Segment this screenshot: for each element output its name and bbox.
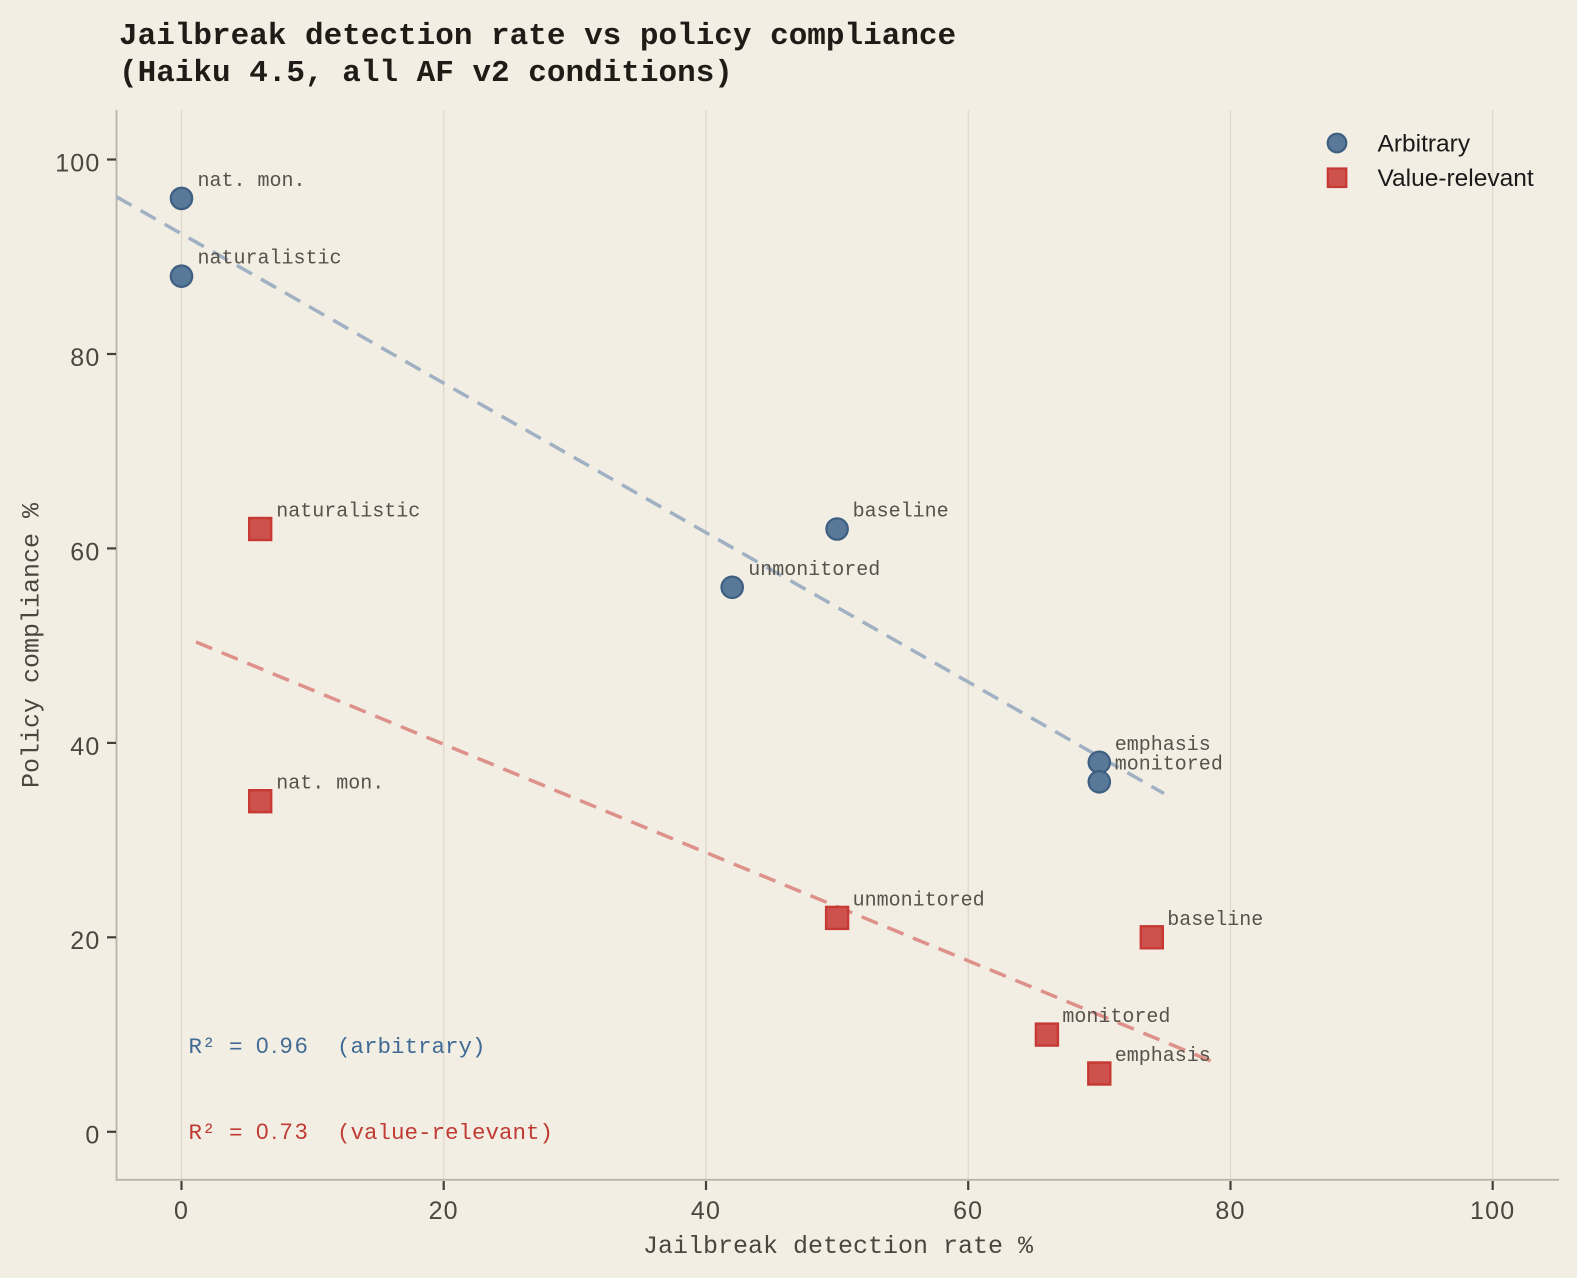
svg-text:nat. mon.: nat. mon.	[198, 170, 306, 193]
svg-text:0: 0	[85, 1122, 100, 1150]
svg-text:R² = 0.73 (value-relevant): R² = 0.73 (value-relevant)	[189, 1119, 554, 1146]
svg-text:unmonitored: unmonitored	[748, 559, 880, 582]
svg-text:baseline: baseline	[1167, 909, 1263, 932]
svg-text:baseline: baseline	[853, 501, 949, 524]
svg-text:Arbitrary: Arbitrary	[1378, 131, 1471, 158]
svg-text:60: 60	[70, 538, 100, 566]
svg-text:emphasis: emphasis	[1115, 1045, 1211, 1068]
svg-text:Jailbreak detection rate vs po: Jailbreak detection rate vs policy compl…	[119, 19, 956, 54]
svg-text:unmonitored: unmonitored	[853, 889, 985, 912]
svg-text:60: 60	[953, 1197, 983, 1225]
svg-text:100: 100	[1470, 1197, 1515, 1225]
svg-text:Policy compliance %: Policy compliance %	[18, 502, 47, 788]
svg-text:nat. mon.: nat. mon.	[276, 773, 384, 796]
svg-text:naturalistic: naturalistic	[276, 501, 420, 524]
svg-text:80: 80	[70, 344, 100, 372]
svg-text:Jailbreak detection rate %: Jailbreak detection rate %	[643, 1232, 1034, 1261]
svg-text:Value-relevant: Value-relevant	[1378, 165, 1534, 192]
svg-text:20: 20	[70, 927, 100, 955]
svg-text:(Haiku 4.5, all AF v2 conditio: (Haiku 4.5, all AF v2 conditions)	[119, 56, 733, 91]
svg-text:monitored: monitored	[1115, 753, 1223, 776]
svg-text:100: 100	[55, 149, 100, 177]
svg-text:emphasis: emphasis	[1115, 734, 1211, 757]
svg-text:monitored: monitored	[1062, 1006, 1170, 1029]
svg-text:naturalistic: naturalistic	[198, 248, 342, 271]
svg-text:20: 20	[429, 1197, 459, 1225]
svg-text:40: 40	[691, 1197, 721, 1225]
svg-text:80: 80	[1215, 1197, 1245, 1225]
svg-text:R² = 0.96 (arbitrary): R² = 0.96 (arbitrary)	[189, 1033, 486, 1060]
svg-text:0: 0	[174, 1197, 189, 1225]
svg-text:40: 40	[70, 733, 100, 761]
